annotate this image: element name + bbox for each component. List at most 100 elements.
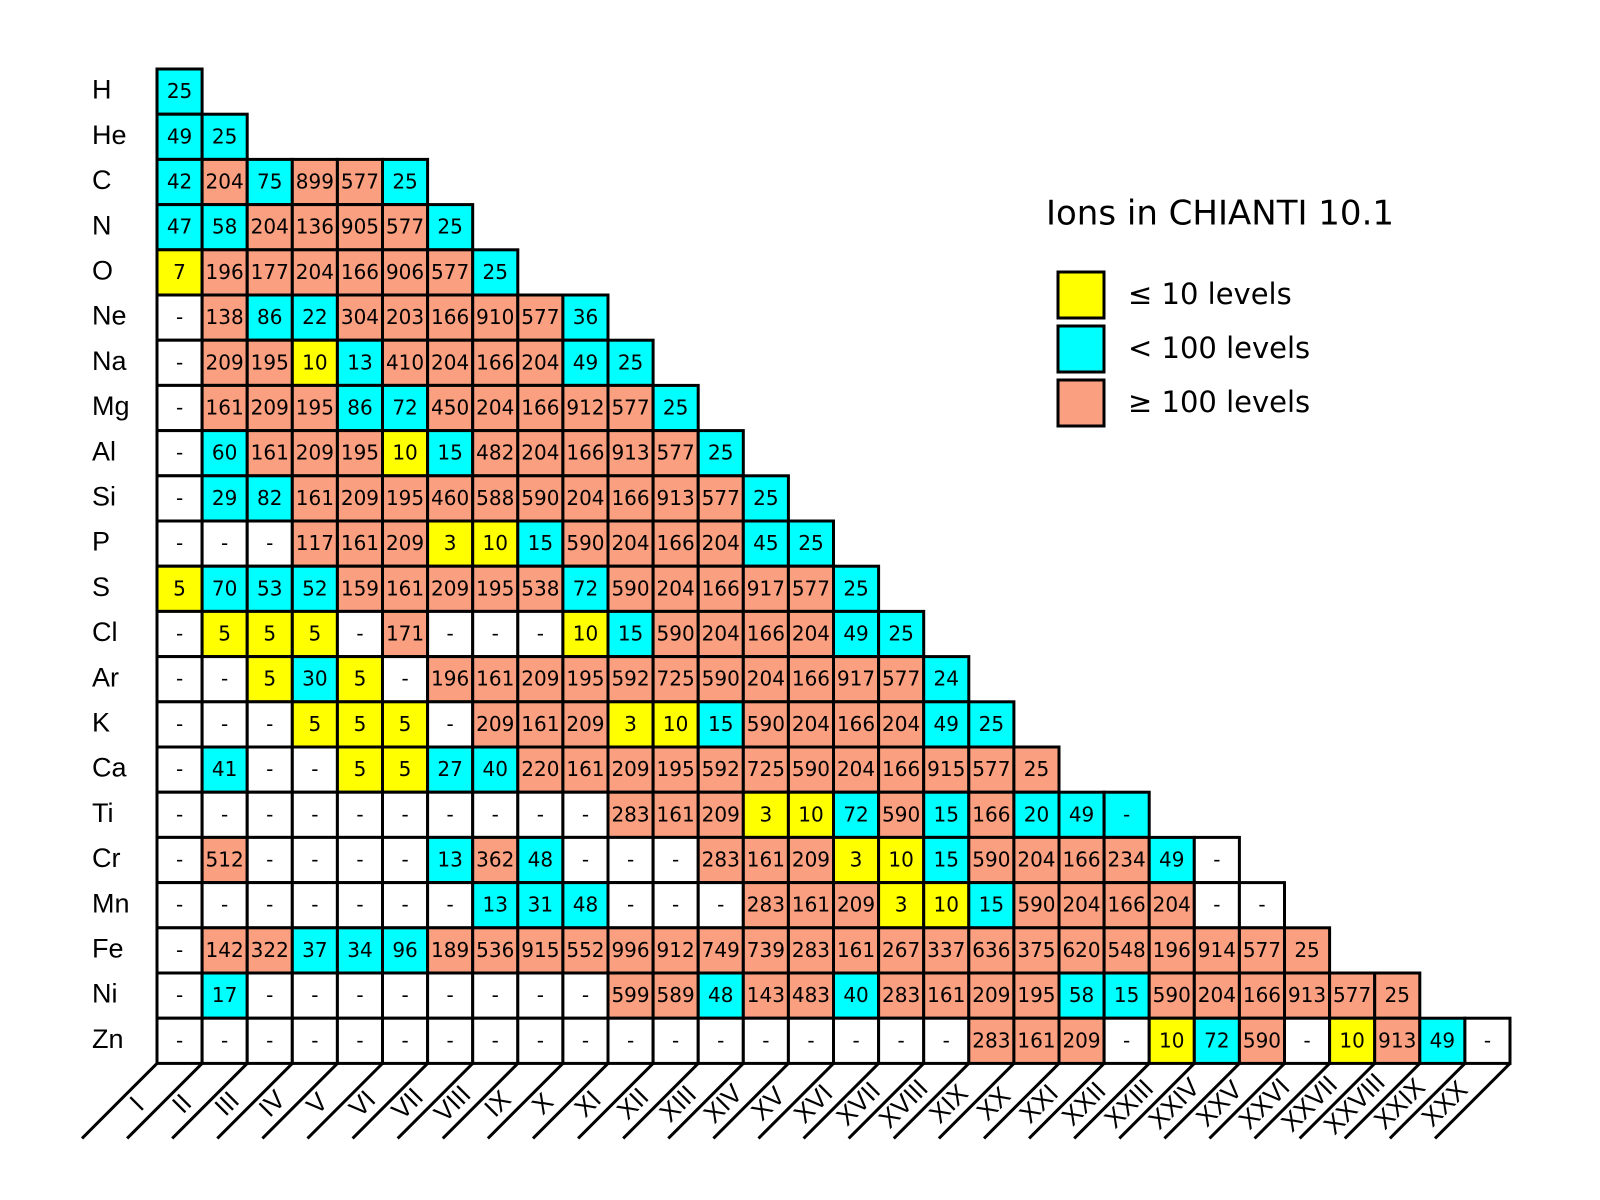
ion-cell-value: - (311, 757, 318, 781)
ion-cell-value: 590 (1017, 893, 1055, 917)
ion-cell-value: 166 (1243, 983, 1281, 1007)
ion-cell-value: 166 (882, 757, 920, 781)
ion-cell-value: - (627, 1028, 634, 1052)
ion-cell (290, 881, 339, 930)
ion-cell (1283, 971, 1332, 1020)
ion-cell-value: 204 (611, 531, 649, 555)
ion-cell (651, 1016, 700, 1065)
ion-cell-value: 166 (792, 667, 830, 691)
ion-cell (1012, 745, 1061, 794)
ion-cell-value: - (311, 983, 318, 1007)
ion-cell (290, 248, 339, 297)
element-label: Ca (92, 753, 127, 783)
ion-cell-value: 49 (573, 350, 598, 374)
ion-cell-value: 49 (934, 712, 959, 736)
ion-cell-value: - (176, 350, 183, 374)
ion-cell-value: 15 (618, 622, 643, 646)
ion-cell-value: 592 (702, 757, 740, 781)
ion-cell-value: 52 (302, 576, 327, 600)
ion-cell (200, 971, 249, 1020)
ion-cell-value: - (221, 712, 228, 736)
ion-cell-value: 195 (386, 486, 424, 510)
ion-cell-value: 53 (257, 576, 282, 600)
ion-cell (471, 248, 520, 297)
ion-cell-value: 512 (206, 848, 244, 872)
ion-cell-value: - (266, 1028, 273, 1052)
ion-cell (1057, 881, 1106, 930)
legend-swatch (1056, 324, 1106, 374)
ion-cell (877, 655, 926, 704)
ion-cell (335, 564, 384, 613)
ion-cell (606, 429, 655, 478)
ion-cell-value: 204 (476, 396, 514, 420)
ion-cell (426, 835, 475, 885)
stage-label: XII (611, 1082, 655, 1126)
ion-cell-value: 283 (882, 983, 920, 1007)
stage-divider (1208, 1062, 1286, 1140)
ion-cell (335, 519, 384, 568)
stage-label: XXIII (1098, 1073, 1159, 1134)
stage-label: XXX (1415, 1074, 1473, 1132)
ion-cell-value: 209 (341, 486, 379, 510)
ion-cell-value: 204 (566, 486, 604, 510)
ion-cell (832, 881, 881, 930)
stage-label: XXV (1190, 1074, 1248, 1132)
ion-cell-value: 82 (257, 486, 282, 510)
ion-cell (832, 609, 881, 659)
ion-cell-value: - (176, 757, 183, 781)
stage-label: XVIII (873, 1073, 934, 1134)
ion-cell (290, 519, 339, 568)
ion-cell (381, 835, 430, 885)
element-label: He (92, 120, 127, 150)
ion-cell-value: 166 (972, 802, 1010, 826)
element-label: Ar (92, 662, 119, 692)
ion-cell (200, 790, 249, 839)
ion-cell-value: 577 (521, 305, 559, 329)
ion-cell-value: - (447, 1028, 454, 1052)
ion-cell-value: - (176, 1028, 183, 1052)
ion-cell (1283, 1016, 1332, 1065)
ion-cell-value: 195 (476, 576, 514, 600)
ion-cell (290, 429, 339, 478)
ion-cell-value: - (672, 893, 679, 917)
element-label: Zn (92, 1024, 124, 1054)
ion-cell-value: 161 (747, 848, 785, 872)
ion-cell-value: 13 (437, 848, 462, 872)
ion-cell-value: 70 (212, 576, 237, 600)
ion-cell-value: 577 (882, 667, 920, 691)
ion-cell-value: 450 (431, 396, 469, 420)
legend-label: ≥ 100 levels (1128, 385, 1310, 419)
ion-cell-value: 209 (476, 712, 514, 736)
ion-cell-value: 204 (1198, 983, 1236, 1007)
ion-cell (290, 1016, 339, 1065)
ion-cell (651, 429, 700, 478)
ion-cell (1057, 835, 1106, 885)
element-label: C (92, 165, 112, 195)
ion-cell (606, 474, 655, 523)
ion-cell-value: 25 (888, 622, 913, 646)
ion-cell-value: 166 (747, 622, 785, 646)
ion-cell (967, 790, 1016, 839)
ion-cell-value: - (401, 1028, 408, 1052)
ion-cell-value: - (176, 622, 183, 646)
ion-cell-value: 41 (212, 757, 237, 781)
ion-cell-value: 166 (431, 305, 469, 329)
ion-cell-value: 58 (1069, 983, 1094, 1007)
stage-divider (1118, 1062, 1196, 1140)
element-label: O (92, 256, 113, 286)
ion-cell-value: 912 (657, 938, 695, 962)
ion-cell-value: 161 (386, 576, 424, 600)
ion-cell-value: 204 (431, 350, 469, 374)
ion-cell-value: - (176, 893, 183, 917)
element-label: K (92, 708, 110, 738)
ion-cell-value: 592 (611, 667, 649, 691)
ion-cell (651, 474, 700, 523)
ion-cell-value: - (176, 396, 183, 420)
ion-cell-value: 10 (302, 350, 327, 374)
ion-cell-value: 161 (927, 983, 965, 1007)
ion-cell-value: 161 (206, 396, 244, 420)
ion-cell-value: 10 (573, 622, 598, 646)
ion-cell (1237, 1016, 1287, 1065)
ion-cell (200, 1016, 249, 1065)
ion-cell-value: 75 (257, 170, 282, 194)
